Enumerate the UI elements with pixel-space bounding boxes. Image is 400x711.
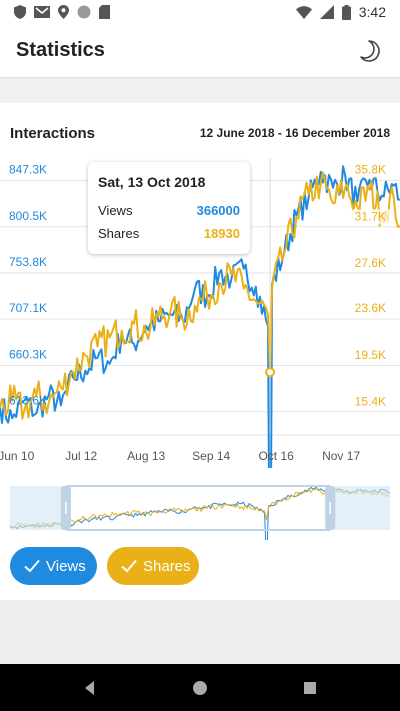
y-left-tick-label: 613.6K: [9, 394, 47, 408]
y-right-tick-bg: [348, 209, 390, 225]
series-line-shares: [0, 171, 400, 420]
wifi-icon: [295, 5, 312, 19]
toggle-views[interactable]: Views: [10, 547, 97, 585]
check-icon: [24, 559, 40, 573]
status-bar: 3:42: [0, 0, 400, 24]
tooltip-label: Views: [98, 203, 133, 218]
minimap-dim-right: [330, 486, 390, 530]
y-right-tick-bg: [348, 255, 390, 271]
y-right-tick-label: 19.5K: [355, 348, 386, 362]
location-icon: [58, 5, 69, 19]
battery-icon: [341, 4, 351, 20]
signal-icon: [319, 5, 334, 19]
chart-tooltip: Sat, 13 Oct 2018 Views 366000 Shares 189…: [88, 162, 250, 254]
date-range: 12 June 2018 - 16 December 2018: [199, 126, 390, 140]
x-tick-label: Jul 12: [65, 449, 97, 463]
y-right-tick-bg: [348, 394, 390, 410]
x-tick-label: Aug 13: [127, 449, 165, 463]
sd-card-icon: [99, 5, 110, 19]
y-right-tick-bg: [348, 162, 390, 178]
x-tick-label: Oct 16: [258, 449, 294, 463]
home-icon[interactable]: [190, 678, 210, 698]
x-tick-label: Jun 10: [0, 449, 35, 463]
y-right-tick-bg: [348, 301, 390, 317]
back-icon[interactable]: [80, 678, 100, 698]
navigation-bar: [0, 664, 400, 711]
minimap-dim-left: [10, 486, 66, 530]
selection-marker-shares: [265, 367, 276, 378]
recents-icon[interactable]: [300, 678, 320, 698]
shield-icon: [14, 5, 26, 19]
x-tick-label: Sep 14: [192, 449, 230, 463]
check-icon: [121, 559, 137, 573]
moon-icon[interactable]: [356, 38, 382, 64]
toggle-shares[interactable]: Shares: [107, 547, 199, 585]
status-icons-left: [14, 5, 110, 19]
y-left-tick-label: 800.5K: [9, 209, 47, 223]
toggle-shares-label: Shares: [143, 557, 191, 575]
x-tick-label: Nov 17: [322, 449, 360, 463]
app-bar: Statistics: [0, 24, 400, 78]
tooltip-row-shares: Shares 18930: [98, 226, 240, 241]
y-right-tick-label: 35.8K: [355, 163, 386, 177]
tooltip-row-views: Views 366000: [98, 203, 240, 218]
page-title: Statistics: [16, 39, 105, 61]
y-right-tick-bg: [348, 347, 390, 363]
range-selector[interactable]: [0, 480, 400, 540]
tooltip-value: 18930: [203, 226, 240, 241]
status-time: 3:42: [358, 4, 386, 20]
tooltip-label: Shares: [98, 226, 140, 241]
y-right-tick-label: 31.7K: [355, 209, 386, 223]
circle-icon: [77, 5, 91, 19]
y-right-tick-label: 27.6K: [355, 256, 386, 270]
card-title: Interactions: [10, 125, 96, 142]
gmail-icon: [34, 6, 50, 18]
y-left-tick-label: 707.1K: [9, 301, 47, 315]
bottom-area: [0, 600, 400, 664]
y-right-tick-label: 15.4K: [355, 394, 386, 408]
tooltip-value: 366000: [196, 203, 240, 218]
status-icons-right: 3:42: [295, 4, 386, 20]
tooltip-date: Sat, 13 Oct 2018: [98, 174, 206, 190]
y-left-tick-label: 847.3K: [9, 162, 47, 176]
y-left-tick-label: 753.8K: [9, 255, 47, 269]
y-right-tick-label: 23.6K: [355, 301, 386, 315]
y-left-tick-label: 660.3K: [9, 347, 47, 361]
toggle-views-label: Views: [46, 557, 86, 575]
section-gap: [0, 79, 400, 103]
